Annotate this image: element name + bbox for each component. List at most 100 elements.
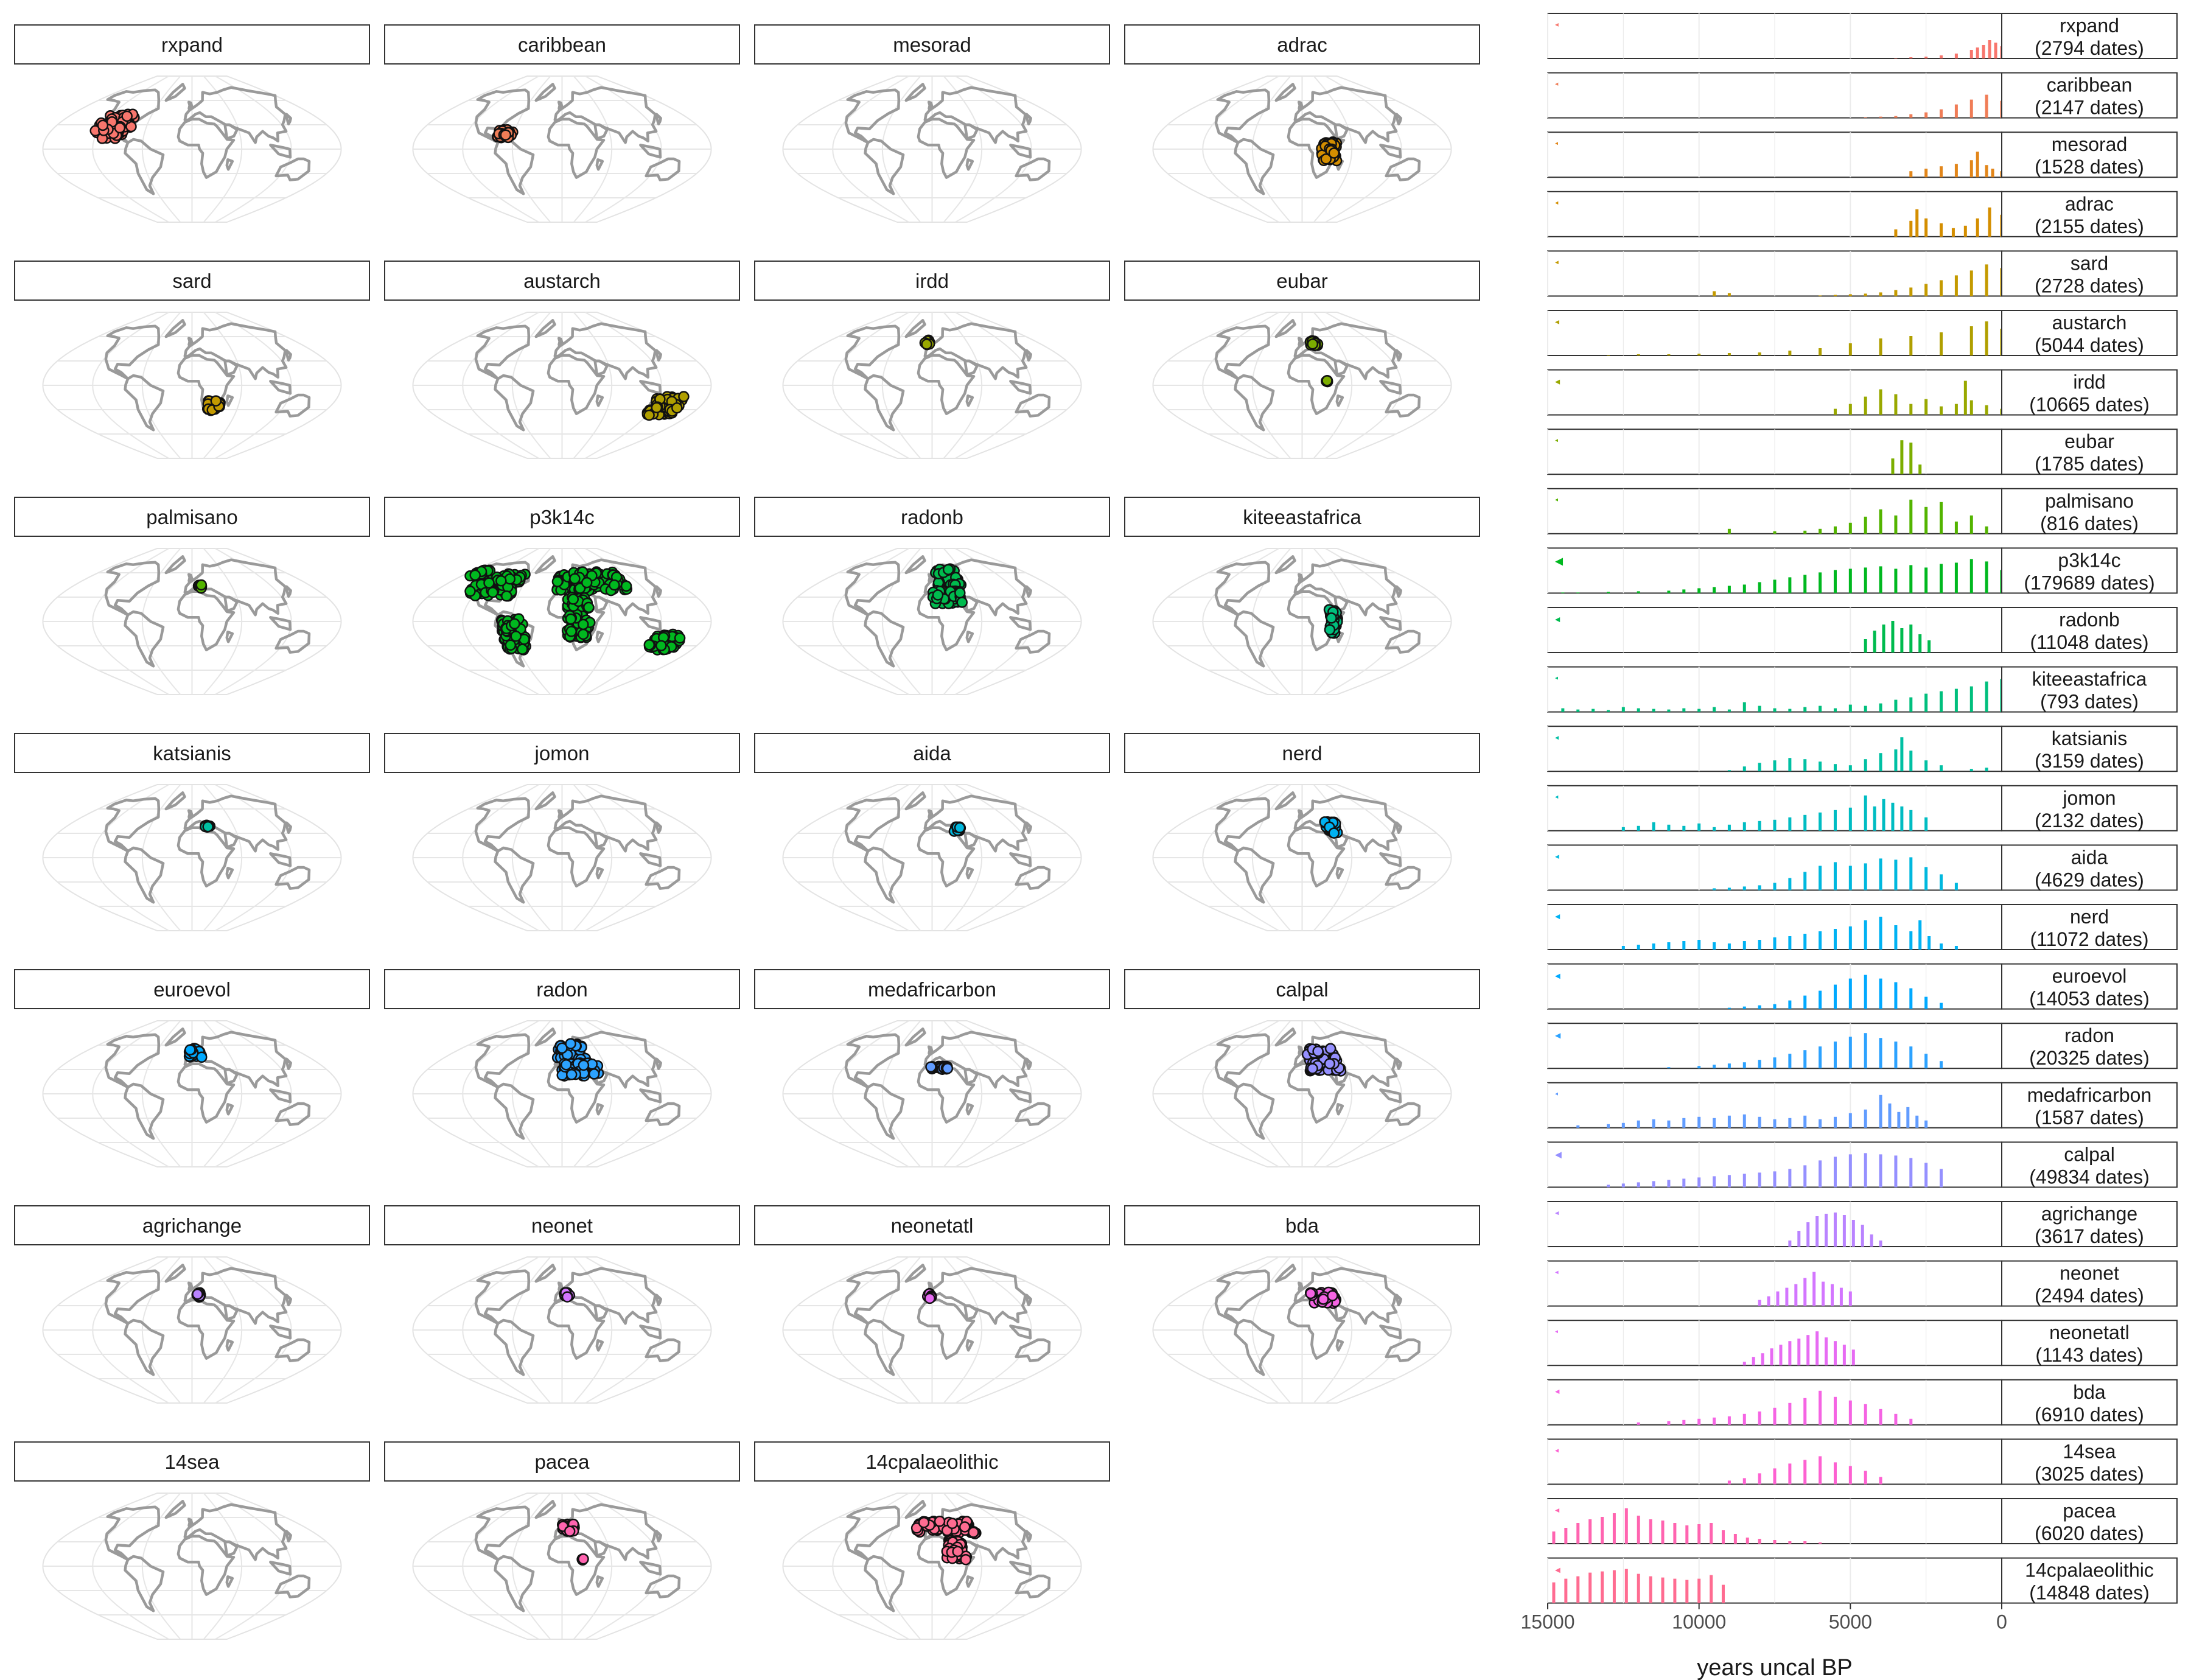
map-point (578, 1059, 590, 1071)
continent-outline (534, 555, 556, 575)
hist-bar (1830, 1284, 1834, 1306)
hist-bar (1864, 1153, 1867, 1188)
map-meridian (462, 75, 539, 223)
hist-bar (1851, 1349, 1855, 1366)
hist-bar (1833, 526, 1837, 534)
continent-outline (274, 1338, 311, 1362)
continent-outline (1274, 791, 1296, 811)
map-meridian (1251, 784, 1291, 931)
map-strip-label: caribbean (518, 33, 606, 56)
hist-bar (1624, 1569, 1628, 1603)
map-point (588, 1068, 600, 1080)
hist-bar (1697, 1177, 1701, 1188)
hist-bar (1803, 995, 1807, 1009)
continent-outline (1009, 1561, 1032, 1576)
map-graticule (782, 1020, 1082, 1167)
continent-outline (187, 573, 194, 583)
continent-outline (963, 831, 979, 849)
continent-outline (534, 319, 556, 338)
map-points (925, 1060, 954, 1075)
map-point (564, 1525, 576, 1537)
hist-strip-name: 14cpalaeolithic (2025, 1559, 2154, 1581)
x-axis-label: years uncal BP (1697, 1655, 1853, 1680)
continent-outline (225, 1575, 234, 1588)
continent-outline (547, 117, 606, 179)
hist-bar (1697, 823, 1701, 831)
hist-bar (1954, 275, 1958, 296)
map-point (121, 110, 133, 122)
hist-bar (1894, 982, 1898, 1009)
continent-outline (225, 1339, 234, 1352)
hist-bar (1879, 338, 1882, 355)
map-point (565, 1069, 578, 1080)
hist-bar (1985, 94, 1988, 118)
hist-panel-adrac: adrac(2155 dates) (1547, 191, 2178, 237)
map-strip (14, 969, 370, 1009)
map-point (651, 402, 663, 413)
hist-strip-name: caribbean (2047, 74, 2133, 96)
hist-bar (1685, 1580, 1689, 1603)
continent-outline (124, 846, 165, 904)
hist-bar (1825, 1214, 1828, 1247)
hist-bar (1819, 931, 1822, 950)
map-meridian (511, 312, 551, 459)
continent-outline (1214, 797, 1271, 853)
continent-outline (1335, 394, 1344, 407)
map-land (104, 83, 311, 195)
hist-strip-name: jomon (2062, 787, 2116, 809)
hist-bar (1842, 1345, 1846, 1366)
hist-bar (1803, 1278, 1807, 1306)
continent-outline (595, 1339, 604, 1352)
hist-bar (1848, 1400, 1852, 1425)
hist-bar (1637, 1182, 1640, 1188)
hist-bar (1954, 521, 1958, 534)
map-point (561, 1059, 572, 1071)
hist-bar (1727, 528, 1731, 534)
continent-outline (494, 138, 535, 195)
hist-bar (1819, 705, 1822, 712)
hist-bar (1742, 702, 1746, 712)
continent-outline (183, 558, 288, 617)
continent-outline (1333, 123, 1349, 140)
map-point (609, 579, 620, 591)
hist-bar (1806, 1335, 1810, 1366)
continent-outline (965, 867, 974, 880)
map-points (199, 819, 216, 833)
map-panel-neonetatl: neonetatl (754, 1205, 1110, 1404)
map-meridian (955, 784, 1032, 931)
hist-strip-count: (11048 dates) (2030, 631, 2148, 653)
map-graticule (412, 75, 712, 223)
hist-bar (1864, 396, 1867, 415)
map-outline (42, 75, 342, 223)
hist-panel-caribbean: caribbean(2147 dates) (1547, 72, 2178, 119)
hist-bar (1900, 737, 1904, 772)
hist-bar (1773, 1004, 1777, 1009)
hist-bar (1940, 1061, 1943, 1069)
hist-bar (1864, 863, 1867, 891)
map-strip-label: rxpand (161, 33, 223, 56)
hist-bar (1713, 707, 1716, 712)
continent-outline (1395, 113, 1402, 125)
map-meridian (832, 784, 909, 931)
hist-strip-name: aida (2071, 846, 2108, 868)
hist-bar (1819, 572, 1822, 593)
continent-outline (274, 1102, 311, 1126)
hist-bar (1758, 1411, 1761, 1425)
map-meridian (943, 548, 983, 695)
hist-bar (1721, 1530, 1725, 1544)
map-strip (14, 24, 370, 65)
map-point (1328, 827, 1340, 839)
continent-outline (864, 610, 905, 668)
hist-strip-count: (1785 dates) (2035, 453, 2144, 475)
hist-bar (1888, 1103, 1892, 1128)
hist-bar (1788, 1241, 1792, 1247)
hist-bar (1773, 1468, 1777, 1485)
hist-bar (1758, 705, 1761, 712)
continent-outline (183, 794, 288, 853)
map-meridian (92, 548, 169, 695)
hist-strip-count: (1587 dates) (2035, 1107, 2144, 1129)
hist-bar (1879, 389, 1882, 415)
map-point (942, 1063, 954, 1074)
continent-outline (1025, 821, 1032, 834)
map-points (551, 1038, 604, 1082)
